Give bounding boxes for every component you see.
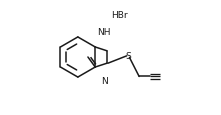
Text: NH: NH [97,28,111,37]
Text: N: N [101,76,108,85]
Text: HBr: HBr [111,11,128,20]
Text: S: S [125,52,131,61]
